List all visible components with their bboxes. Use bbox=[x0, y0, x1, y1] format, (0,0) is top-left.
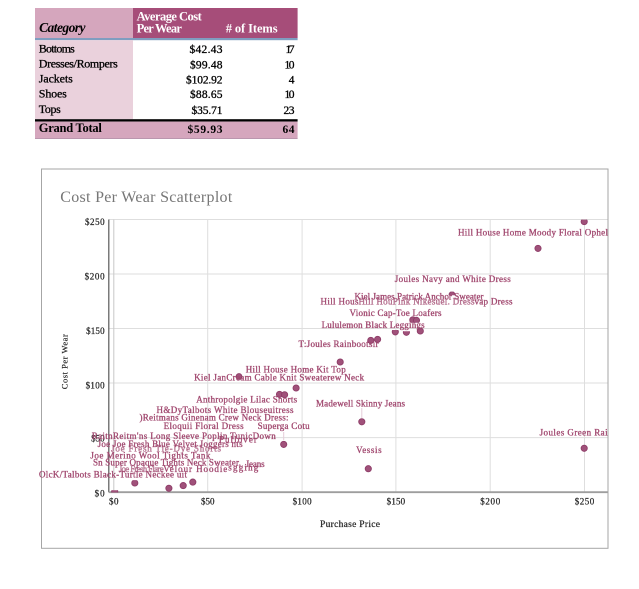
svg-text:Joe Fresh Tie-Dye Shorts: Joe Fresh Tie-Dye Shorts bbox=[111, 444, 221, 454]
svg-text:Purchase Price: Purchase Price bbox=[320, 520, 380, 530]
svg-text:Hill House Home Moody Floral O: Hill House Home Moody Floral Ophel bbox=[458, 227, 608, 237]
svg-text:$100: $100 bbox=[293, 497, 313, 507]
svg-text:OlcK/Talbots Black-Turtle Neck: OlcK/Talbots Black-Turtle Neckee uit bbox=[39, 469, 187, 479]
svg-text:Kiel JanCream Cable Knit Sweat: Kiel JanCream Cable Knit Sweaterew Neck bbox=[194, 372, 365, 382]
svg-text:Tops: Tops bbox=[39, 102, 61, 116]
svg-text:$150: $150 bbox=[387, 497, 406, 507]
svg-text:)Reitmans Ginenam Crew Neck Dr: )Reitmans Ginenam Crew Neck Dress: bbox=[140, 413, 289, 423]
svg-text:Cost Per Wear Scatterplot: Cost Per Wear Scatterplot bbox=[60, 189, 233, 206]
svg-text:$200: $200 bbox=[85, 272, 106, 282]
svg-text:sgging: sgging bbox=[228, 463, 258, 473]
svg-text:4: 4 bbox=[289, 74, 295, 86]
svg-text:Shoes: Shoes bbox=[39, 86, 67, 100]
svg-text:Vionic Cap-Toe Loafers: Vionic Cap-Toe Loafers bbox=[350, 308, 442, 318]
svg-text:Cost Per Wear: Cost Per Wear bbox=[59, 334, 69, 389]
svg-text:Joe Fresh Flare: Joe Fresh Flare bbox=[119, 464, 164, 474]
svg-text:$35.71: $35.71 bbox=[192, 104, 223, 117]
svg-text:Grand Total: Grand Total bbox=[39, 121, 103, 135]
svg-text:Pullover: Pullover bbox=[219, 434, 257, 444]
svg-text:vap Dress: vap Dress bbox=[475, 296, 513, 306]
svg-text:$59.93: $59.93 bbox=[188, 123, 223, 136]
svg-text:RaitnReitm'ns Long Sleeve Popl: RaitnReitm'ns Long Sleeve Poplin TunicDo… bbox=[92, 431, 277, 441]
svg-text:H&DyTalbots White Blouseuitres: H&DyTalbots White Blouseuitress bbox=[157, 405, 294, 415]
svg-text:Average Cost: Average Cost bbox=[137, 10, 203, 24]
svg-text:$250: $250 bbox=[575, 497, 595, 507]
svg-text:T:Joules Rainbootsir: T:Joules Rainbootsir bbox=[299, 339, 379, 349]
svg-text:Dresses/Rompers: Dresses/Rompers bbox=[39, 57, 118, 71]
svg-text:$150: $150 bbox=[86, 326, 105, 336]
svg-text:$50: $50 bbox=[91, 434, 105, 444]
svg-text:Bottoms: Bottoms bbox=[39, 41, 75, 55]
svg-text:Anthropolgie Lilac Shorts: Anthropolgie Lilac Shorts bbox=[196, 394, 297, 404]
svg-text:$100: $100 bbox=[86, 381, 106, 391]
svg-text:$0: $0 bbox=[95, 489, 106, 499]
svg-text:Kiel James Patrick Anchor Swea: Kiel James Patrick Anchor Sweater bbox=[355, 292, 484, 302]
svg-text:$50: $50 bbox=[201, 497, 215, 507]
svg-text:Joules Green Rai: Joules Green Rai bbox=[540, 428, 608, 438]
svg-text:23: 23 bbox=[284, 105, 295, 117]
svg-text:64: 64 bbox=[283, 124, 295, 136]
svg-text:$102.92: $102.92 bbox=[186, 73, 223, 86]
svg-text:Category: Category bbox=[39, 20, 86, 35]
svg-text:Joe Merino Wool Tights Tank: Joe Merino Wool Tights Tank bbox=[90, 450, 210, 460]
svg-text:Velour Hoodie: Velour Hoodie bbox=[163, 464, 227, 474]
svg-text:Jackets: Jackets bbox=[39, 72, 73, 86]
svg-text:Joe Joe Fresh Blue Velvet Jogg: Joe Joe Fresh Blue Velvet Joggers nts bbox=[98, 439, 243, 449]
svg-text:Hill House Home Kit Top: Hill House Home Kit Top bbox=[246, 364, 347, 374]
svg-text:# of Items: # of Items bbox=[226, 22, 278, 36]
svg-text:Hill Hous: Hill Hous bbox=[321, 296, 359, 306]
svg-text:$99.48: $99.48 bbox=[190, 58, 223, 71]
svg-text:Joules Navy and White Dress: Joules Navy and White Dress bbox=[395, 274, 511, 284]
svg-text:Superga Cotu: Superga Cotu bbox=[258, 421, 311, 431]
svg-text:Lululemon Black Leggings: Lululemon Black Leggings bbox=[322, 320, 425, 330]
svg-text:Per Wear: Per Wear bbox=[137, 22, 183, 36]
svg-text:$250: $250 bbox=[85, 217, 105, 227]
svg-text:17: 17 bbox=[286, 44, 295, 56]
svg-text:10: 10 bbox=[285, 59, 295, 71]
svg-text:Eloquii Floral Dress: Eloquii Floral Dress bbox=[164, 421, 244, 431]
svg-text:Jeans: Jeans bbox=[246, 459, 265, 469]
svg-text:$42.43: $42.43 bbox=[190, 43, 223, 56]
svg-text:$0: $0 bbox=[109, 497, 119, 507]
svg-text:10: 10 bbox=[285, 89, 295, 101]
svg-text:$88.65: $88.65 bbox=[190, 88, 223, 101]
svg-text:Vessis: Vessis bbox=[356, 445, 382, 455]
svg-text:Madewell Skinny Jeans: Madewell Skinny Jeans bbox=[316, 399, 405, 409]
svg-text:Sn Super Opaque Tights Neck Sw: Sn Super Opaque Tights Neck Sweater, bbox=[93, 458, 241, 468]
svg-text:$200: $200 bbox=[480, 497, 501, 507]
svg-text:Hill HouPink Nikesuel. Dress: Hill HouPink Nikesuel. Dress bbox=[359, 296, 475, 306]
